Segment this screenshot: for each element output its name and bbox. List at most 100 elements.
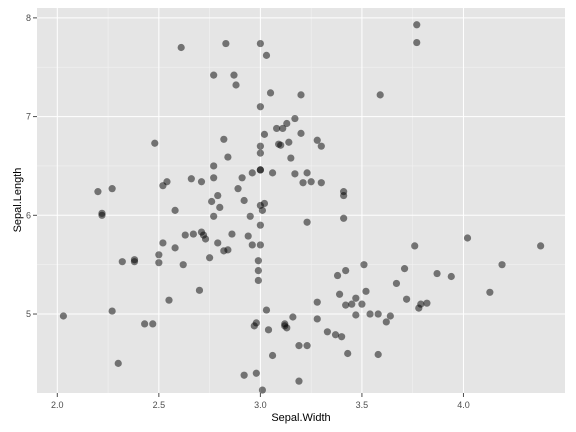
data-point xyxy=(210,174,218,182)
y-tick-label: 5 xyxy=(26,309,31,319)
data-point xyxy=(240,196,248,205)
data-point xyxy=(291,170,299,178)
data-point xyxy=(216,203,224,212)
data-point xyxy=(289,313,297,321)
data-point xyxy=(254,266,262,275)
data-point xyxy=(252,319,260,327)
data-point xyxy=(295,377,303,385)
data-point xyxy=(238,174,246,182)
data-point xyxy=(331,331,340,339)
major-gridlines xyxy=(37,8,565,393)
data-point xyxy=(189,230,197,238)
data-point xyxy=(299,179,307,187)
data-point xyxy=(210,162,218,170)
data-point xyxy=(222,39,230,48)
data-point xyxy=(498,261,506,269)
data-point xyxy=(165,296,173,304)
data-point xyxy=(262,51,271,59)
data-point xyxy=(248,169,256,177)
data-point xyxy=(283,119,291,128)
data-point xyxy=(266,89,275,97)
x-tick-label: 3.5 xyxy=(356,400,369,410)
data-point xyxy=(273,124,281,133)
data-point xyxy=(283,324,291,332)
data-point xyxy=(201,235,210,243)
data-point xyxy=(348,300,356,308)
data-point xyxy=(244,232,252,240)
data-point xyxy=(463,234,472,242)
data-point xyxy=(228,230,236,238)
data-point xyxy=(342,266,350,275)
data-point xyxy=(335,290,344,298)
data-point xyxy=(256,103,264,111)
data-point xyxy=(206,254,214,262)
data-point xyxy=(297,91,305,99)
data-point xyxy=(240,371,248,379)
data-point xyxy=(256,142,264,150)
data-point xyxy=(374,310,382,318)
data-point xyxy=(214,191,222,200)
data-point xyxy=(303,218,311,226)
data-point xyxy=(181,231,189,239)
y-tick-marks xyxy=(33,17,37,315)
data-point xyxy=(224,246,232,254)
data-point xyxy=(118,258,126,266)
data-point xyxy=(366,310,374,318)
data-point xyxy=(171,206,179,214)
data-point xyxy=(171,244,179,252)
y-tick-labels: 5 6 7 8 xyxy=(26,13,31,319)
data-point xyxy=(338,333,346,341)
data-point xyxy=(413,21,421,29)
data-point xyxy=(108,185,116,193)
y-axis-title: Sepal.Length xyxy=(12,168,24,233)
data-point xyxy=(159,239,167,247)
data-point xyxy=(155,259,163,267)
minor-gridlines xyxy=(37,8,565,393)
data-point xyxy=(230,71,238,79)
data-point xyxy=(248,241,256,249)
data-point xyxy=(307,178,315,186)
data-point xyxy=(295,342,303,350)
x-axis-title: Sepal.Width xyxy=(271,412,330,424)
data-point xyxy=(195,286,204,294)
data-point xyxy=(260,130,269,138)
data-point xyxy=(344,349,352,358)
data-point xyxy=(234,185,242,193)
data-point xyxy=(256,149,264,157)
data-point xyxy=(486,288,494,296)
data-point xyxy=(94,188,102,196)
data-point xyxy=(386,312,394,320)
data-point xyxy=(352,294,360,302)
data-point xyxy=(374,350,382,359)
data-point xyxy=(254,276,262,285)
data-point xyxy=(59,312,67,320)
data-point xyxy=(303,169,311,177)
data-point xyxy=(352,311,360,319)
data-point xyxy=(114,359,122,367)
data-point xyxy=(411,242,419,250)
data-point xyxy=(447,272,455,281)
data-point xyxy=(317,142,325,150)
data-point xyxy=(423,299,431,307)
data-point xyxy=(151,139,159,147)
data-point xyxy=(285,138,293,146)
data-point xyxy=(264,326,273,334)
data-point xyxy=(313,298,321,306)
data-point xyxy=(256,39,264,48)
data-point xyxy=(258,386,267,394)
data-point xyxy=(258,206,267,214)
data-point xyxy=(317,179,325,187)
data-point xyxy=(537,242,545,250)
data-point xyxy=(208,197,216,206)
data-point xyxy=(210,71,218,79)
data-point xyxy=(433,269,441,278)
data-point xyxy=(224,153,232,161)
data-point xyxy=(256,166,264,174)
data-point xyxy=(279,124,287,133)
data-point xyxy=(291,114,299,123)
data-point xyxy=(362,287,370,295)
data-point xyxy=(297,129,305,137)
data-point xyxy=(342,301,350,309)
data-point xyxy=(214,239,222,247)
data-point xyxy=(403,295,411,303)
